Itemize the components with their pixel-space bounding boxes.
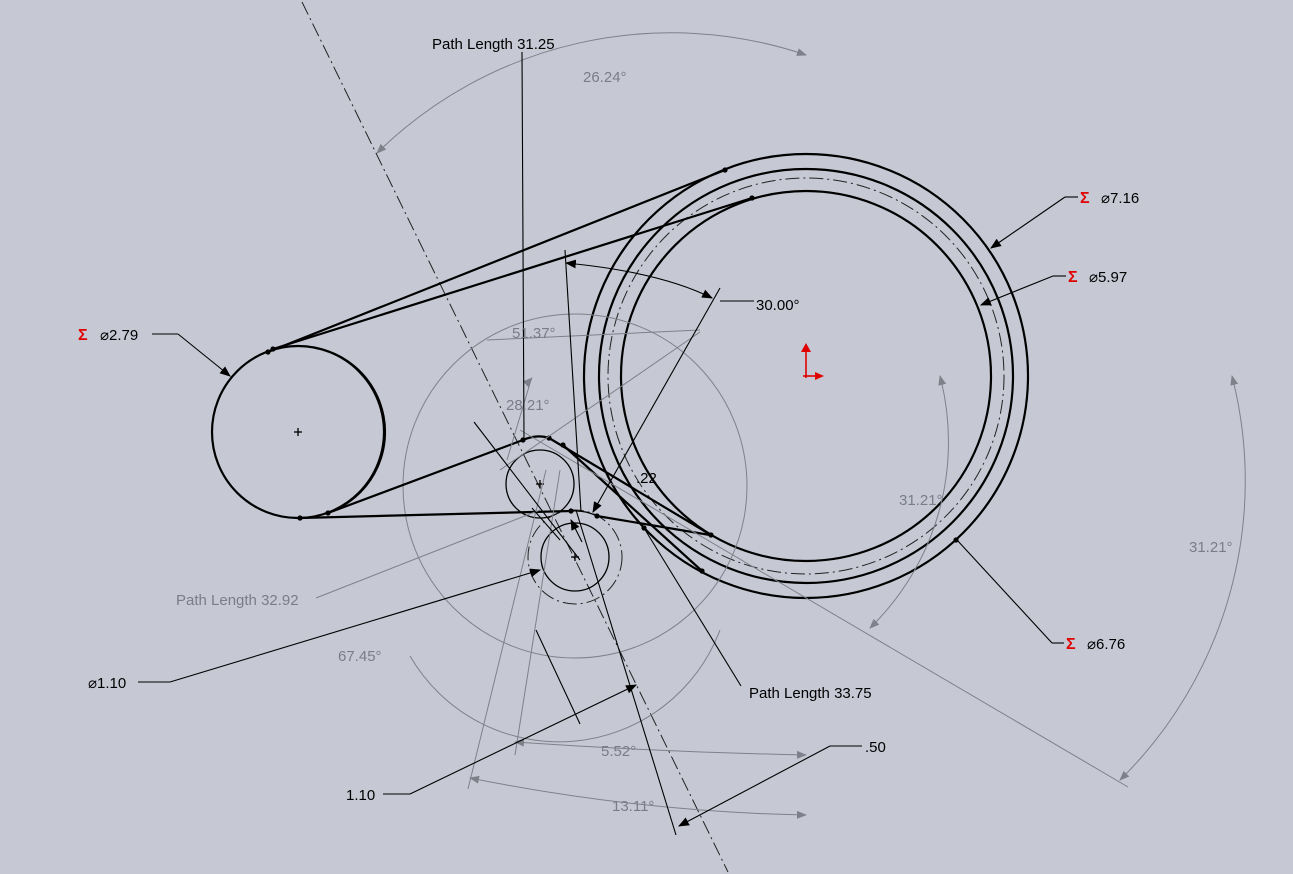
sigma-5-97: Σ <box>1068 269 1078 286</box>
angle-31-21-inner: 31.21° <box>899 492 943 509</box>
sketch-points <box>265 167 959 574</box>
sigma-2-79: Σ <box>78 327 88 344</box>
angle-67-45: 67.45° <box>338 648 382 665</box>
angle-26-24: 26.24° <box>583 69 627 86</box>
diameter-1-10: ⌀1.10 <box>88 675 126 692</box>
sigma-7-16: Σ <box>1080 190 1090 207</box>
angle-13-11: 13.11° <box>612 798 654 815</box>
path-length-bottom: Path Length 33.75 <box>749 685 872 702</box>
idler-pulley-bottom[interactable] <box>527 509 623 605</box>
diameter-7-16: ⌀7.16 <box>1101 190 1139 207</box>
path-length-top: Path Length 31.25 <box>432 36 555 53</box>
construction-circle-large <box>402 313 748 659</box>
angle-30-00: 30.00° <box>756 297 800 314</box>
diameter-5-97: ⌀5.97 <box>1089 269 1127 286</box>
sigma-6-76: Σ <box>1066 636 1076 653</box>
driving-dimension-lines[interactable] <box>138 51 1078 836</box>
linear-0-50: .50 <box>865 739 886 756</box>
angle-51-37: 51.37° <box>512 325 556 342</box>
belt-lines[interactable] <box>267 168 753 572</box>
diameter-2-79: ⌀2.79 <box>100 327 138 344</box>
path-length-left: Path Length 32.92 <box>176 592 299 609</box>
left-pulley[interactable] <box>210 344 387 520</box>
driven-dimension-lines <box>315 32 1246 819</box>
angle-28-21: 28.21° <box>506 397 550 414</box>
origin-icon <box>801 343 824 380</box>
angle-5-52: 5.52° <box>601 743 636 760</box>
linear-0-22: .22 <box>636 470 657 487</box>
main-centerline[interactable] <box>301 1 729 873</box>
linear-1-10: 1.10 <box>346 787 375 804</box>
angle-31-21-outer: 31.21° <box>1189 539 1233 556</box>
diameter-6-76: ⌀6.76 <box>1087 636 1125 653</box>
dimension-labels[interactable]: Path Length 31.25 Path Length 32.92 Path… <box>78 36 1233 815</box>
